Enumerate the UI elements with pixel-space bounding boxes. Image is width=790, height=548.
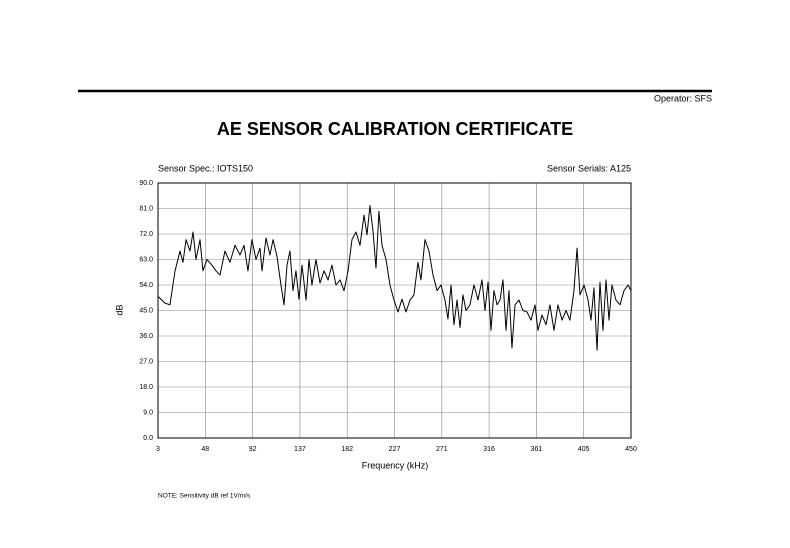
y-tick-label: 81.0 — [139, 205, 153, 212]
note: NOTE: Sensitivity dB ref 1V/m/s — [158, 493, 251, 500]
y-tick-label: 45.0 — [139, 307, 153, 314]
sensor-serials: Sensor Serials: A125 — [547, 163, 631, 173]
x-tick-label: 405 — [578, 446, 590, 453]
plot-frame — [157, 182, 632, 439]
sensor-spec: Sensor Spec.: IOTS150 — [158, 163, 253, 173]
y-tick-label: 18.0 — [139, 384, 153, 391]
y-tick-label: 72.0 — [139, 231, 153, 238]
x-tick-label: 450 — [625, 446, 637, 453]
x-tick-label: 137 — [294, 446, 306, 453]
x-tick-label: 3 — [156, 446, 160, 453]
x-tick-label: 271 — [436, 446, 448, 453]
x-tick-label: 361 — [531, 446, 543, 453]
y-tick-label: 9.0 — [143, 409, 153, 416]
x-tick-label: 92 — [249, 446, 257, 453]
y-tick-label: 36.0 — [139, 333, 153, 340]
y-tick-label: 63.0 — [139, 256, 153, 263]
x-tick-label: 182 — [341, 446, 353, 453]
y-tick-label: 27.0 — [139, 358, 153, 365]
data-line — [157, 205, 632, 351]
x-axis-label: Frequency (kHz) — [362, 460, 429, 470]
y-tick-label: 0.0 — [143, 435, 153, 442]
y-tick-label: 54.0 — [139, 282, 153, 289]
y-tick-label: 90.0 — [139, 180, 153, 187]
chart-title: AE SENSOR CALIBRATION CERTIFICATE — [217, 119, 573, 139]
operator: Operator: SFS — [654, 93, 712, 103]
y-axis-label: dB — [114, 304, 124, 315]
x-tick-label: 227 — [389, 446, 401, 453]
x-tick-label: 48 — [201, 446, 209, 453]
x-tick-label: 316 — [483, 446, 495, 453]
